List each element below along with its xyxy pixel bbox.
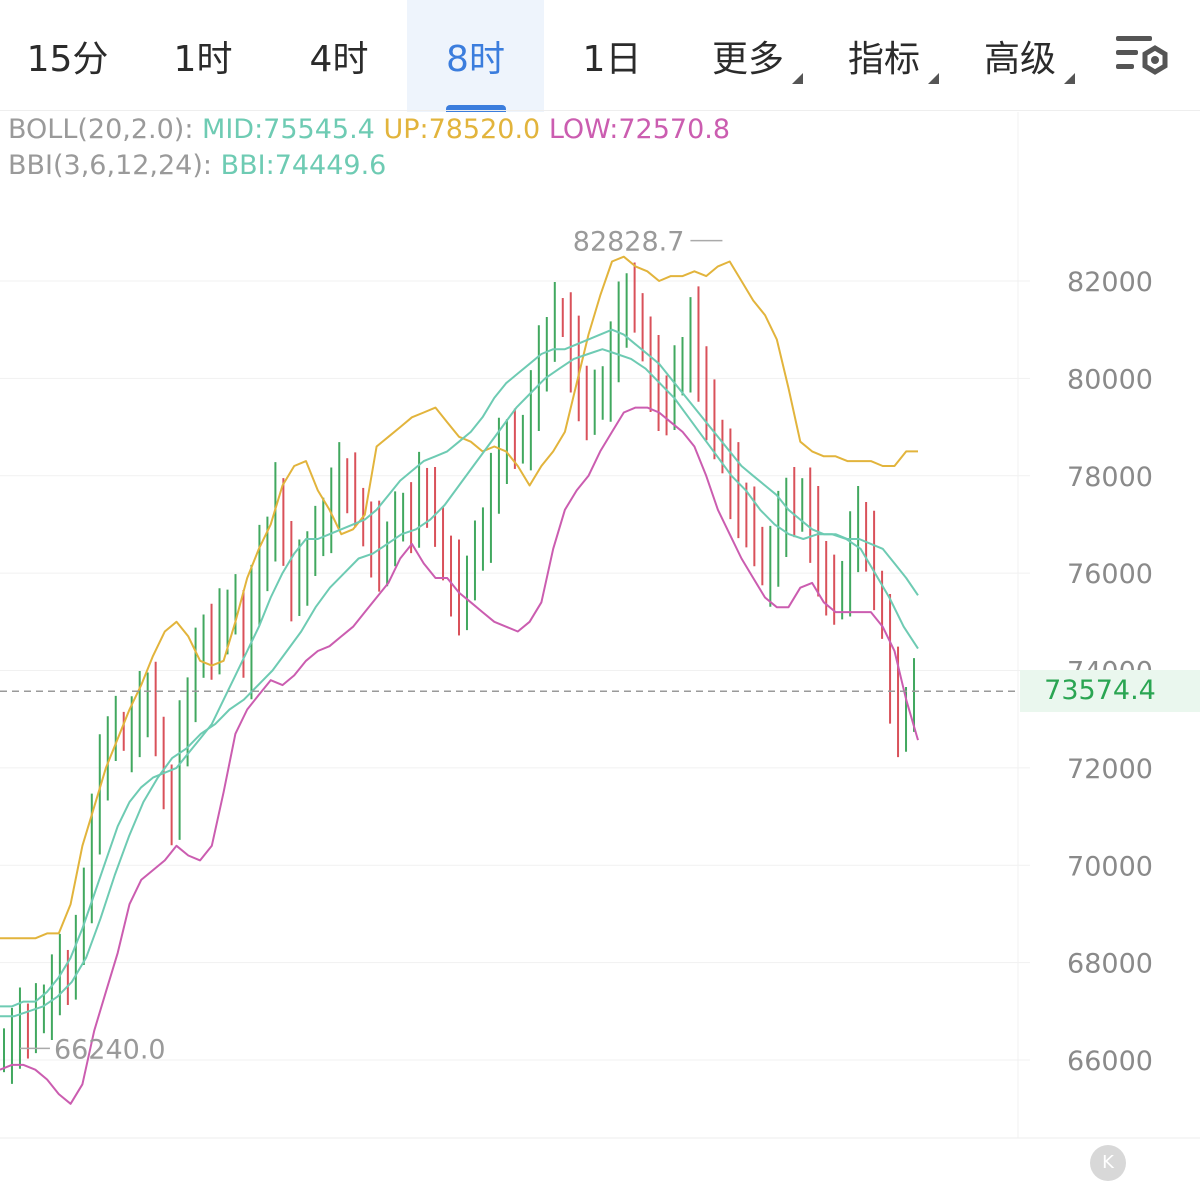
boll-legend-up: UP:78520.0 — [383, 114, 541, 145]
y-tick-label: 68000 — [1067, 949, 1153, 980]
tab-label: 更多 — [711, 39, 784, 80]
dropdown-corner-icon — [928, 73, 939, 84]
bbi-legend: BBI(3,6,12,24): BBI:74449.6 — [8, 150, 386, 181]
chart-settings-gear-icon — [1116, 36, 1168, 75]
interval-tab-bar: 15分 1时 4时 8时 1日 更多 指标 高级 — [0, 0, 1200, 112]
k-line-toggle-button[interactable]: K — [1090, 1145, 1126, 1181]
tab-advanced[interactable]: 高级 — [952, 0, 1088, 112]
y-tick-label: 78000 — [1067, 462, 1153, 493]
y-tick-label: 70000 — [1067, 851, 1153, 882]
extreme-markers: 82828.7 66240.0 — [19, 227, 723, 1065]
bbi-legend-name: BBI(3,6,12,24): — [8, 150, 212, 181]
boll-legend: BOLL(20,2.0): MID:75545.4 UP:78520.0 LOW… — [8, 114, 730, 145]
tab-1h[interactable]: 1时 — [135, 0, 271, 112]
tab-indicators[interactable]: 指标 — [816, 0, 952, 112]
chart-settings-button[interactable] — [1110, 26, 1176, 86]
tab-more[interactable]: 更多 — [680, 0, 816, 112]
y-tick-label: 72000 — [1067, 754, 1153, 785]
tab-1d[interactable]: 1日 — [544, 0, 680, 112]
active-tab-indicator — [445, 105, 506, 112]
indicator-lines — [0, 255, 1018, 1105]
tab-8h[interactable]: 8时 — [407, 0, 544, 112]
k-button-label: K — [1102, 1152, 1114, 1173]
tab-label: 指标 — [847, 39, 920, 80]
tab-15min[interactable]: 15分 — [0, 0, 135, 112]
max-marker-label: 82828.7 — [573, 227, 685, 258]
tab-label: 高级 — [983, 39, 1056, 80]
y-tick-label: 80000 — [1067, 364, 1153, 395]
tab-label: 4时 — [309, 39, 369, 80]
boll-mid-line — [0, 328, 919, 1008]
min-marker-label: 66240.0 — [54, 1034, 166, 1065]
y-tick-label: 76000 — [1067, 559, 1153, 590]
y-tick-label: 66000 — [1067, 1046, 1153, 1077]
tab-bar-divider — [0, 110, 1200, 111]
tab-label: 15分 — [26, 39, 109, 80]
boll-legend-name: BOLL(20,2.0): — [8, 114, 194, 145]
last-price-badge — [1020, 670, 1200, 712]
candles — [2, 262, 916, 1084]
tab-4h[interactable]: 4时 — [271, 0, 407, 112]
boll-legend-mid: MID:75545.4 — [202, 114, 375, 145]
dropdown-corner-icon — [792, 73, 803, 84]
tab-label: 1日 — [582, 39, 642, 80]
tab-label: 1时 — [173, 39, 233, 80]
bbi-legend-value: BBI:74449.6 — [220, 150, 387, 181]
boll-up-line — [0, 255, 918, 940]
last-price-label: 73574.4 — [1044, 675, 1156, 706]
boll-legend-low: LOW:72570.8 — [548, 114, 731, 145]
dropdown-corner-icon — [1064, 73, 1075, 84]
boll-low-line — [0, 406, 919, 1105]
chart-gridlines — [0, 112, 1200, 1139]
y-tick-label: 82000 — [1067, 267, 1153, 298]
bbi-line — [0, 348, 919, 1018]
tab-label: 8时 — [446, 39, 505, 80]
